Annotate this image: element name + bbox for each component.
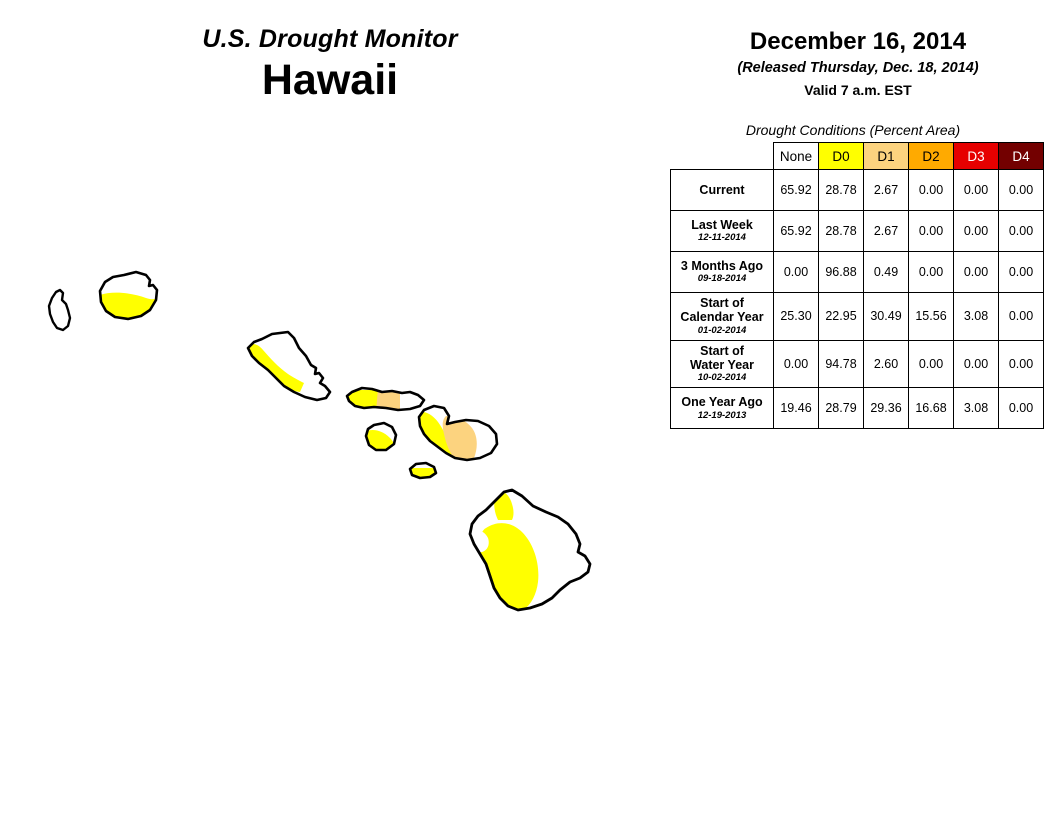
table-cell: 0.00 xyxy=(908,169,954,211)
table-cell: 0.00 xyxy=(908,210,954,252)
date-block: December 16, 2014 (Released Thursday, De… xyxy=(660,28,1056,98)
island-oahu xyxy=(246,330,332,402)
island-hawaii-big-island xyxy=(468,488,592,612)
table-row-label: Start of Calendar Year 01-02-2014 xyxy=(670,292,774,341)
table-cell: 3.08 xyxy=(953,387,999,430)
table-cell: 0.00 xyxy=(773,339,819,389)
table-cell: 0.00 xyxy=(998,339,1044,389)
table-cell: 22.95 xyxy=(818,292,864,341)
drought-conditions-table: None D0 D1 D2 D3 D4 Current 65.92 28.78 2.67 0.00… xyxy=(670,142,1044,430)
table-column-header-d2: D2 xyxy=(908,142,954,170)
table-cell: 2.67 xyxy=(863,169,909,211)
table-caption: Drought Conditions (Percent Area) xyxy=(745,122,961,138)
table-body: Current 65.92 28.78 2.67 0.00 0.00 0.00 Last We… xyxy=(670,169,1044,430)
table-cell: 0.00 xyxy=(953,251,999,293)
table-cell: 0.00 xyxy=(953,169,999,211)
table-column-header-d1: D1 xyxy=(863,142,909,170)
released-line: (Released Thursday, Dec. 18, 2014) xyxy=(737,59,979,76)
release-date: December 16, 2014 xyxy=(749,28,967,55)
state-title: Hawaii xyxy=(261,55,399,104)
table-cell: 65.92 xyxy=(773,210,819,252)
table-row-label: 3 Months Ago 09-18-2014 xyxy=(670,251,774,293)
valid-line: Valid 7 a.m. EST xyxy=(804,81,912,98)
table-row: Last Week 12-11-2014 65.92 28.78 2.67 0.00 0.0… xyxy=(670,210,1044,252)
table-cell: 96.88 xyxy=(818,251,864,293)
page-title: U.S. Drought Monitor xyxy=(202,25,458,53)
table-cell: 94.78 xyxy=(818,339,864,389)
table-row-label: Last Week 12-11-2014 xyxy=(670,210,774,252)
island-kauai xyxy=(98,270,159,321)
hawaii-drought-map xyxy=(0,120,660,680)
table-row: Start of Water Year 10-02-2014 0.00 94.78 2.6… xyxy=(670,339,1044,389)
table-cell: 65.92 xyxy=(773,169,819,211)
table-column-header-none: None xyxy=(773,142,819,170)
island-lanai xyxy=(364,421,398,452)
table-cell: 0.00 xyxy=(953,210,999,252)
table-corner-cell xyxy=(671,143,774,170)
table-row: 3 Months Ago 09-18-2014 0.00 96.88 0.49 0.00 0… xyxy=(670,251,1044,293)
table-cell: 0.00 xyxy=(953,339,999,389)
map-panel: U.S. Drought Monitor Hawaii xyxy=(0,25,660,680)
table-cell: 28.78 xyxy=(818,169,864,211)
island-kahoolawe xyxy=(408,461,438,480)
table-cell: 0.00 xyxy=(998,292,1044,341)
table-row: Current 65.92 28.78 2.67 0.00 0.00 0.00 xyxy=(670,169,1044,211)
table-cell: 0.00 xyxy=(998,251,1044,293)
island-maui xyxy=(417,404,499,462)
info-panel: December 16, 2014 (Released Thursday, De… xyxy=(660,0,1056,816)
table-row-date: 09-18-2014 xyxy=(697,273,747,285)
table-cell: 2.67 xyxy=(863,210,909,252)
table-cell: 0.00 xyxy=(998,210,1044,252)
title-block: U.S. Drought Monitor Hawaii xyxy=(0,25,660,104)
table-cell: 28.78 xyxy=(818,210,864,252)
table-cell: 30.49 xyxy=(863,292,909,341)
table-cell: 19.46 xyxy=(773,387,819,430)
table-row-label: Current xyxy=(670,169,774,211)
table-row-label: One Year Ago 12-19-2013 xyxy=(670,387,774,430)
island-molokai xyxy=(345,386,426,412)
table-cell: 25.30 xyxy=(773,292,819,341)
table-cell: 3.08 xyxy=(953,292,999,341)
table-cell: 0.00 xyxy=(908,251,954,293)
table-row-date: 12-11-2014 xyxy=(698,232,746,244)
table-row-label: Start of Water Year 10-02-2014 xyxy=(670,339,774,389)
table-cell: 28.79 xyxy=(818,387,864,430)
table-column-header-d0: D0 xyxy=(818,142,864,170)
table-cell: 0.00 xyxy=(908,339,954,389)
table-cell: 0.49 xyxy=(863,251,909,293)
table-row: Start of Calendar Year 01-02-2014 25.30 22.9… xyxy=(670,292,1044,341)
table-cell: 0.00 xyxy=(998,387,1044,430)
table-cell: 16.68 xyxy=(908,387,954,430)
table-header-row: None D0 D1 D2 D3 D4 xyxy=(671,142,1044,170)
table-column-header-d3: D3 xyxy=(953,142,999,170)
table-cell: 29.36 xyxy=(863,387,909,430)
island-niihau xyxy=(47,288,72,332)
table-column-header-d4: D4 xyxy=(998,142,1044,170)
table-row-date: 01-02-2014 xyxy=(697,324,747,336)
table-cell: 0.00 xyxy=(998,169,1044,211)
table-cell: 15.56 xyxy=(908,292,954,341)
table-row-date: 12-19-2013 xyxy=(697,409,747,421)
table-cell: 2.60 xyxy=(863,339,909,389)
table-row-date: 10-02-2014 xyxy=(697,372,747,384)
table-row: One Year Ago 12-19-2013 19.46 28.79 29.36 16.… xyxy=(670,387,1044,430)
table-cell: 0.00 xyxy=(773,251,819,293)
